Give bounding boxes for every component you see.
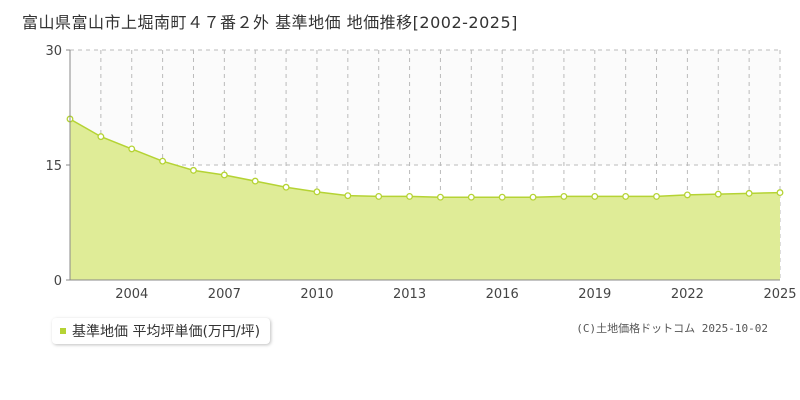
data-point bbox=[190, 166, 197, 174]
series-line bbox=[69, 118, 781, 198]
data-point bbox=[498, 193, 506, 201]
data-point bbox=[529, 193, 537, 201]
x-tick-label: 2022 bbox=[671, 287, 704, 302]
series-area bbox=[70, 119, 780, 280]
data-point bbox=[591, 192, 599, 200]
y-tick-label: 15 bbox=[45, 159, 62, 174]
data-point bbox=[128, 145, 136, 153]
x-tick-label: 2004 bbox=[115, 287, 148, 302]
legend-swatch bbox=[60, 328, 66, 334]
chart-title: 富山県富山市上堀南町４７番２外 基準地価 地価推移[2002-2025] bbox=[22, 13, 518, 32]
data-point bbox=[653, 192, 660, 200]
x-tick-label: 2016 bbox=[486, 287, 519, 302]
data-point bbox=[683, 191, 691, 199]
data-point bbox=[97, 133, 105, 141]
x-tick-label: 2013 bbox=[393, 287, 426, 302]
x-tick-label: 2019 bbox=[578, 287, 611, 302]
data-point bbox=[159, 157, 167, 165]
x-tick-label: 2007 bbox=[208, 287, 241, 302]
data-point bbox=[622, 192, 630, 200]
copyright-text: (C)土地価格ドットコム 2025-10-02 bbox=[576, 322, 768, 335]
data-point bbox=[375, 192, 383, 200]
data-point bbox=[282, 183, 290, 191]
x-tick-label: 2010 bbox=[300, 287, 333, 302]
data-point bbox=[251, 177, 259, 185]
data-point bbox=[406, 192, 414, 200]
legend-label: 基準地価 平均坪単価(万円/坪) bbox=[72, 324, 261, 340]
data-point bbox=[220, 171, 228, 179]
data-point bbox=[436, 193, 444, 201]
data-point bbox=[560, 192, 568, 200]
x-tick-label: 2025 bbox=[763, 287, 796, 302]
data-point bbox=[714, 190, 722, 198]
y-tick-label: 0 bbox=[54, 274, 62, 289]
data-point bbox=[344, 192, 352, 200]
data-point bbox=[745, 189, 753, 197]
y-tick-label: 30 bbox=[45, 44, 62, 59]
data-point bbox=[313, 188, 321, 196]
data-point bbox=[776, 189, 784, 197]
data-point bbox=[467, 193, 475, 201]
plot-background-band bbox=[70, 50, 780, 165]
legend: 基準地価 平均坪単価(万円/坪) bbox=[52, 318, 271, 344]
